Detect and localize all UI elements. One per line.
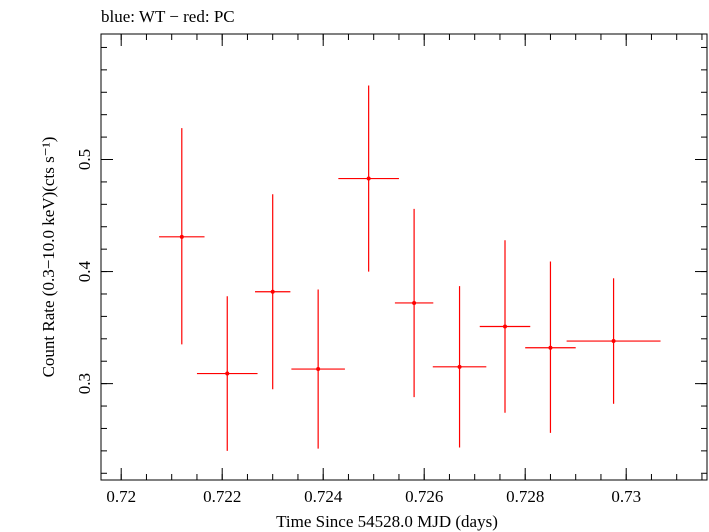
data-point <box>338 85 399 272</box>
data-point <box>479 240 531 413</box>
chart-title: blue: WT − red: PC <box>101 7 235 26</box>
data-point <box>196 296 258 451</box>
data-marker <box>225 371 230 376</box>
data-point <box>255 194 291 390</box>
data-marker <box>366 176 371 181</box>
x-tick-labels: 0.72 0.722 0.724 0.726 0.728 0.73 <box>106 487 641 506</box>
data-point <box>525 261 576 433</box>
x-axis-label: Time Since 54528.0 MJD (days) <box>276 512 498 531</box>
plot-frame <box>100 33 708 481</box>
y-tick-label: 0.3 <box>75 373 94 394</box>
y-tick-labels: 0.3 0.4 0.5 <box>75 149 94 394</box>
data-marker <box>270 289 275 294</box>
data-marker <box>316 367 321 372</box>
data-marker <box>611 339 616 344</box>
y-tick-label: 0.5 <box>75 149 94 170</box>
y-tick-label: 0.4 <box>75 260 94 282</box>
data-point <box>159 128 205 345</box>
data-point <box>394 208 434 398</box>
data-marker <box>179 234 184 239</box>
data-marker <box>548 345 553 350</box>
data-point <box>566 278 661 404</box>
x-tick-label: 0.72 <box>106 487 136 506</box>
data-marker <box>457 364 462 369</box>
data-point <box>291 289 345 449</box>
data-marker <box>412 300 417 305</box>
data-points <box>159 85 661 451</box>
x-tick-label: 0.724 <box>304 487 343 506</box>
axis-ticks <box>101 34 707 480</box>
data-point <box>432 286 487 448</box>
x-tick-label: 0.728 <box>506 487 544 506</box>
x-tick-label: 0.722 <box>203 487 241 506</box>
x-tick-label: 0.73 <box>611 487 641 506</box>
data-marker <box>503 324 507 329</box>
y-axis-label: Count Rate (0.3−10.0 keV)(cts s⁻¹) <box>39 137 58 378</box>
x-tick-label: 0.726 <box>405 487 443 506</box>
